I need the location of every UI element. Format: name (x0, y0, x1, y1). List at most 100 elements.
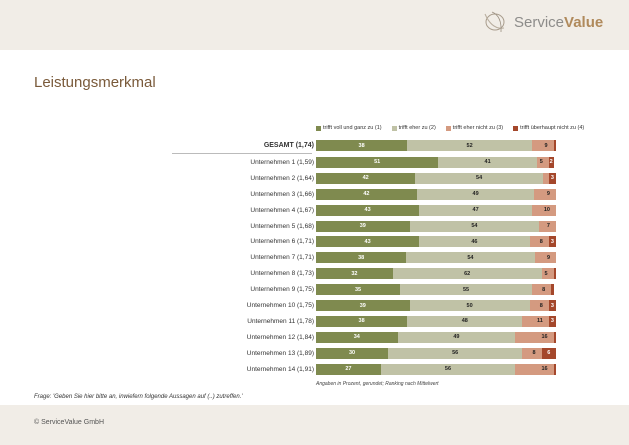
legend-item: trifft überhaupt nicht zu (4) (513, 125, 584, 131)
legend-item: trifft eher nicht zu (3) (445, 125, 504, 131)
bar-segment (553, 331, 556, 343)
stacked-bar: 38 48 11 3 (316, 315, 556, 327)
bar-segment: 5 (541, 268, 554, 280)
bar-segment: 27 (316, 363, 381, 375)
category-label: Unternehmen 8 (1,73) (250, 270, 314, 278)
category-label: Unternehmen 2 (1,64) (250, 174, 314, 182)
chart-row: Unternehmen 9 (1,75) 35 55 8 (172, 284, 572, 296)
category-label: Unternehmen 5 (1,68) (250, 222, 314, 230)
bar-segment: 39 (316, 300, 410, 311)
legend-swatch (316, 125, 321, 131)
bar-segment: 39 (316, 220, 410, 232)
chart-row: Unternehmen 8 (1,73) 32 62 5 (172, 268, 572, 280)
bar-segment: 54 (409, 220, 540, 232)
bar-segment: 10 (531, 204, 556, 216)
bar-segment: 49 (397, 331, 516, 343)
bar-segment: 16 (515, 363, 554, 375)
legend-label: trifft eher nicht zu (3) (452, 125, 504, 131)
bar-segment: 8 (529, 300, 549, 311)
chart-row: Unternehmen 6 (1,71) 43 46 8 3 (172, 236, 572, 248)
bar-segment: 30 (316, 347, 388, 359)
bar-segment: 32 (316, 268, 393, 280)
bar-segment: 43 (316, 236, 420, 248)
legend-item: trifft eher zu (2) (391, 125, 436, 131)
chart-note: Angaben in Prozent, gerundet; Ranking na… (316, 381, 439, 387)
bar-segment (551, 284, 554, 296)
legend-label: trifft überhaupt nicht zu (4) (520, 125, 585, 131)
stacked-bar: 42 54 3 (316, 172, 556, 184)
chart-row: Unternehmen 1 (1,59) 51 41 5 2 (172, 156, 572, 168)
legend-label: trifft eher zu (2) (398, 125, 436, 131)
bar-segment: 16 (515, 331, 554, 343)
chart-row: Unternehmen 3 (1,66) 42 49 9 (172, 188, 572, 200)
bar-segment: 38 (316, 140, 408, 151)
chart-row: Unternehmen 12 (1,84) 34 49 16 (172, 331, 572, 343)
legend-label: trifft voll und ganz zu (1) (323, 125, 382, 131)
bar-segment: 34 (316, 331, 398, 343)
chart-row: Unternehmen 5 (1,68) 39 54 7 (172, 220, 572, 232)
bar-segment: 9 (534, 252, 556, 264)
bar-segment: 54 (415, 172, 543, 184)
chart-row: Unternehmen 2 (1,64) 42 54 3 (172, 172, 572, 184)
bar-segment: 8 (522, 347, 542, 359)
bar-segment: 52 (407, 140, 532, 151)
chart-legend: trifft voll und ganz zu (1) trifft eher z… (316, 125, 584, 131)
bar-segment: 9 (534, 188, 556, 200)
chart-row: Unternehmen 11 (1,78) 38 48 11 3 (172, 315, 572, 327)
stacked-bar: 38 52 9 (316, 140, 556, 151)
legend-swatch (391, 125, 397, 131)
stacked-bar: 27 56 16 (316, 363, 556, 375)
stacked-bar: 39 50 8 3 (316, 300, 556, 311)
category-label: Unternehmen 10 (1,75) (246, 302, 314, 309)
legend-item: trifft voll und ganz zu (1) (316, 125, 382, 131)
divider (172, 153, 312, 154)
footer-band (0, 405, 629, 445)
bar-segment: 8 (529, 236, 549, 248)
logo-text-value: Value (564, 13, 604, 31)
category-label: GESAMT (1,74) (263, 142, 314, 149)
chart-row: Unternehmen 14 (1,91) 27 56 16 (172, 363, 572, 375)
logo-text-service: Service (514, 13, 565, 31)
stacked-bar: 43 47 10 (316, 204, 556, 216)
category-label: Unternehmen 12 (1,84) (246, 333, 314, 341)
chart-row: Unternehmen 4 (1,67) 43 47 10 (172, 204, 572, 216)
bar-segment: 56 (380, 363, 516, 375)
bar-segment: 51 (316, 156, 439, 168)
bar-segment: 42 (316, 172, 416, 184)
servicevalue-logo: Service Value (482, 10, 603, 34)
chart-row: Unternehmen 10 (1,75) 39 50 8 3 (172, 300, 572, 311)
stacked-bar: 51 41 5 2 (316, 156, 556, 168)
stacked-bar: 30 56 8 6 (316, 347, 556, 359)
bar-segment: 3 (548, 172, 556, 184)
bar-segment: 11 (522, 315, 549, 327)
bar-segment: 7 (539, 220, 556, 232)
category-label: Unternehmen 3 (1,66) (250, 190, 314, 198)
bar-segment (553, 268, 556, 280)
bar-segment: 41 (438, 156, 537, 168)
category-label: Unternehmen 14 (1,91) (246, 365, 314, 373)
chart-row: Unternehmen 13 (1,89) 30 56 8 6 (172, 347, 572, 359)
bar-segment: 62 (392, 268, 542, 280)
bar-segment: 50 (409, 300, 530, 311)
category-label: Unternehmen 7 (1,71) (250, 254, 314, 262)
bar-segment: 43 (316, 204, 420, 216)
bar-segment: 3 (548, 315, 556, 327)
bar-segment: 5 (536, 156, 549, 168)
category-label: Unternehmen 11 (1,78) (247, 317, 314, 325)
copyright: © ServiceValue GmbH (34, 419, 104, 426)
bar-segment: 6 (541, 347, 556, 359)
stacked-bar: 35 55 8 (316, 284, 556, 296)
bar-segment: 35 (316, 284, 400, 296)
stacked-bar: 32 62 5 (316, 268, 556, 280)
bar-segment: 3 (548, 236, 556, 248)
stacked-bar: 43 46 8 3 (316, 236, 556, 248)
category-label: Unternehmen 9 (1,75) (250, 286, 314, 294)
bar-segment: 56 (388, 347, 523, 359)
stacked-bar: 39 54 7 (316, 220, 556, 232)
bar-segment (553, 140, 556, 151)
bar-segment (542, 172, 549, 184)
bar-segment: 9 (531, 140, 554, 151)
legend-swatch (445, 125, 451, 131)
category-label: Unternehmen 1 (1,59) (250, 158, 314, 166)
stacked-bar: 38 54 9 (316, 252, 556, 264)
